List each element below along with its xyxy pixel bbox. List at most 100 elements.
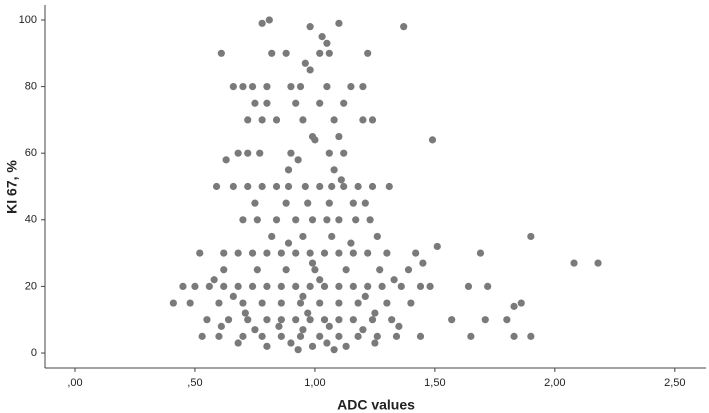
data-point [282,199,290,207]
data-point [287,339,295,347]
data-point [395,322,403,330]
data-point [323,216,331,224]
data-point [258,116,266,124]
data-point [316,276,324,284]
data-point [292,249,300,257]
data-point [400,23,408,31]
data-point [263,342,271,350]
data-point [378,282,386,291]
data-point [335,19,343,27]
data-point [229,182,237,191]
data-point [282,49,290,57]
y-tick-label: 80 [25,80,37,92]
data-point [292,216,300,224]
data-point [251,199,259,207]
data-point [323,39,331,47]
data-point [510,332,518,340]
data-point [335,316,343,324]
data-point [258,332,266,340]
data-point [570,259,578,267]
data-point [215,332,223,340]
x-tick-label: 1,50 [424,377,445,389]
data-point [364,49,372,57]
data-point [349,199,357,207]
data-point [433,242,441,251]
x-tick-label: ,00 [67,377,82,389]
data-point [220,282,228,291]
data-point [306,316,314,324]
data-point [371,339,379,347]
data-point [212,182,221,191]
data-point [282,266,290,274]
data-point [448,316,456,324]
data-point [304,309,312,317]
data-point [258,19,266,27]
data-point [337,176,345,184]
data-point [275,322,283,330]
data-point [179,282,187,291]
data-point [234,339,242,347]
data-point [361,292,369,300]
data-point [292,99,300,107]
data-point [272,216,281,224]
data-point [248,82,257,91]
data-point [335,132,343,141]
data-point [325,49,333,57]
data-point [325,199,333,207]
data-point [385,182,393,191]
y-tick-label: 20 [25,280,37,292]
data-point [234,249,242,257]
data-point [196,249,204,257]
data-point [316,182,324,191]
data-point [416,332,425,340]
data-point [263,316,271,324]
data-point [277,332,285,340]
data-point [220,266,228,274]
data-point [299,326,307,334]
data-point [316,49,324,57]
data-point [335,249,343,257]
data-point [503,316,511,324]
data-point [330,346,338,354]
data-point [364,249,372,257]
data-point [306,282,314,291]
data-point [239,82,247,91]
data-point [287,149,295,157]
data-point [316,332,324,340]
data-point [198,332,206,340]
data-point [416,282,425,291]
data-point [277,249,285,257]
data-point [412,249,420,257]
data-point [342,266,350,274]
data-point [239,299,247,307]
data-point [364,282,372,291]
data-point [284,182,293,191]
data-point [258,182,266,191]
data-point [323,339,331,347]
data-point [244,182,252,191]
data-point [253,266,261,274]
data-point [229,82,237,91]
data-point [277,282,285,291]
data-point [256,149,264,157]
data-point [306,66,314,74]
x-tick-label: ,50 [187,377,202,389]
data-point [284,166,293,174]
data-point [349,249,357,257]
data-point [390,276,398,284]
data-point [308,342,317,350]
data-point [404,266,413,274]
data-point [316,299,324,307]
data-point [294,346,302,354]
data-point [169,299,177,307]
data-point [428,136,437,144]
data-point [222,156,230,164]
data-point [340,149,348,157]
data-point [272,182,281,191]
data-point [464,282,473,291]
data-point [292,316,300,324]
y-tick-label: 40 [25,214,37,226]
data-point [342,342,350,350]
data-point [517,299,525,307]
data-point [368,116,377,124]
